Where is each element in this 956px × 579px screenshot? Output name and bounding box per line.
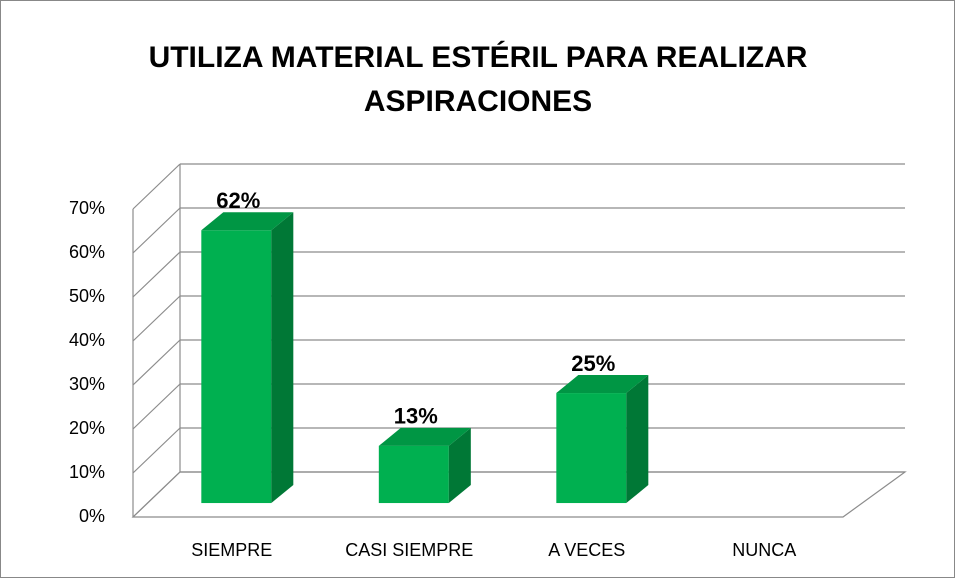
y-tick-label: 30% [69, 374, 105, 394]
bar [201, 230, 272, 504]
data-label: 13% [394, 404, 438, 429]
grid-line [132, 427, 181, 474]
y-tick-label: 20% [69, 418, 105, 438]
y-tick-label: 0% [79, 506, 105, 526]
bar [556, 393, 627, 504]
grid-line [132, 383, 181, 430]
y-tick-label: 70% [69, 198, 105, 218]
bar-top [201, 212, 294, 231]
data-label: 62% [216, 188, 260, 213]
x-tick-label: A VECES [548, 540, 625, 560]
data-label: 25% [571, 351, 615, 376]
bar [378, 445, 449, 504]
bar-top [556, 375, 649, 394]
y-tick-label: 50% [69, 286, 105, 306]
chart-title: UTILIZA MATERIAL ESTÉRIL PARA REALIZAR A… [148, 41, 808, 118]
y-tick-label: 60% [69, 242, 105, 262]
grid-line [132, 207, 181, 254]
grid-line [132, 339, 181, 386]
y-tick-label: 40% [69, 330, 105, 350]
bar-top [378, 427, 471, 446]
bar-side [271, 212, 294, 504]
grid-line [132, 471, 181, 518]
grid-line [132, 163, 181, 210]
grid-line [132, 295, 181, 342]
grid-line [132, 251, 181, 298]
x-tick-label: SIEMPRE [191, 540, 272, 560]
x-tick-label: CASI SIEMPRE [345, 540, 473, 560]
x-tick-label: NUNCA [732, 540, 796, 560]
bar-side [626, 375, 649, 504]
bar-side [448, 427, 471, 504]
y-tick-label: 10% [69, 462, 105, 482]
